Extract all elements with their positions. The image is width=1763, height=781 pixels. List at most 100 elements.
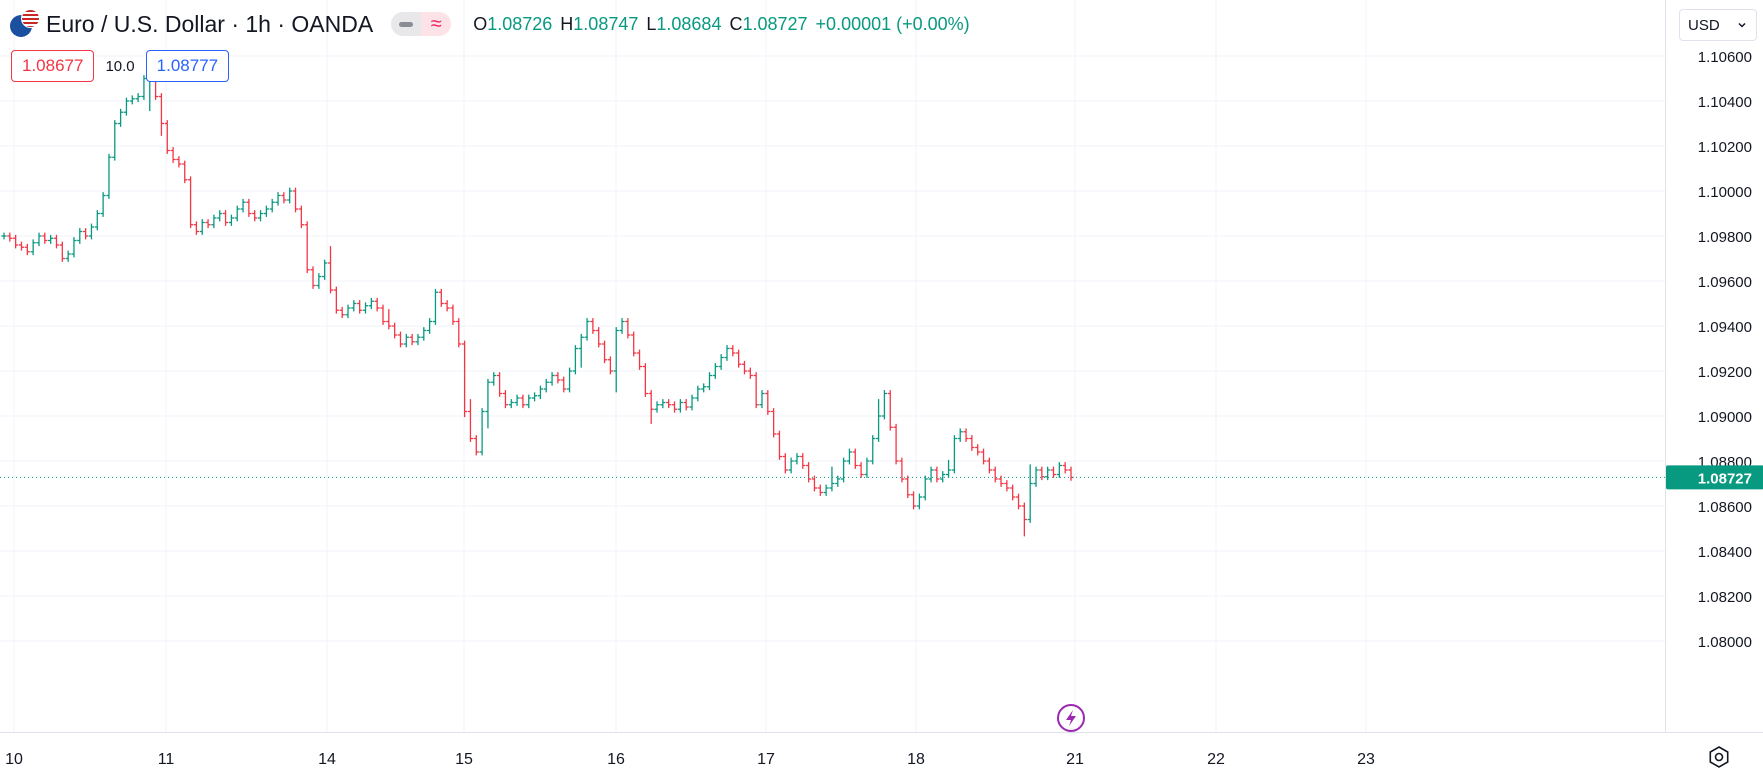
ohlc-bar <box>304 221 310 274</box>
ohlc-bar <box>345 304 351 319</box>
ohlc-bar <box>724 345 730 361</box>
ohlc-bar <box>18 241 25 251</box>
ohlc-bar <box>292 187 299 213</box>
eur-usd-flag-icon <box>10 9 40 39</box>
ohlc-bar <box>444 300 450 312</box>
currency-select[interactable]: USD <box>1679 9 1757 41</box>
ohlc-bar <box>928 466 934 483</box>
ohlc-bar <box>13 234 19 249</box>
lightning-icon <box>1057 704 1085 732</box>
ohlc-bar <box>980 448 987 465</box>
price-tick-label: 1.08600 <box>1698 499 1752 516</box>
ohlc-bar <box>648 390 654 424</box>
ohlc-bar <box>362 302 369 314</box>
ohlc-bar <box>42 232 48 244</box>
approx-icon[interactable]: ≈ <box>421 12 452 36</box>
buy-button[interactable]: 1.08777 <box>145 50 230 82</box>
ohlc-bar <box>1021 502 1027 537</box>
ohlc-bar <box>83 228 89 240</box>
ohlc-bar <box>543 378 549 393</box>
spread-value: 10.0 <box>105 57 135 75</box>
gear-icon[interactable] <box>1705 743 1733 771</box>
ohlc-bar <box>1068 466 1074 481</box>
ohlc-bar <box>829 466 835 492</box>
ohlc-bar <box>537 385 544 400</box>
ohlc-bar <box>753 372 759 409</box>
ohlc-bar <box>619 318 625 334</box>
time-tick-label: 10 <box>5 751 23 768</box>
ohlc-bar <box>940 471 946 483</box>
chevron-down-icon <box>1738 22 1746 28</box>
ohlc-bar <box>1062 462 1068 474</box>
ohlc-bar <box>135 93 141 103</box>
ohlc-bar <box>788 457 794 474</box>
ohlc-bar <box>427 318 433 334</box>
last-price-badge <box>1666 465 1763 490</box>
ohlc-values: O1.08726 H1.08747 L1.08684 C1.08727 +0.00001… <box>473 14 969 35</box>
ohlc-bar <box>59 241 65 262</box>
ohlc-bar <box>269 198 275 213</box>
chart-pane[interactable] <box>0 0 1665 732</box>
ohlc-bar <box>193 221 200 235</box>
ohlc-bar <box>776 430 783 460</box>
ohlc-bar <box>374 297 380 312</box>
ohlc-bar <box>811 475 818 492</box>
time-axis[interactable]: 10 11 14 15 16 17 18 21 22 23 <box>0 732 1763 781</box>
ohlc-bar <box>217 210 223 222</box>
ohlc-bar <box>590 318 596 334</box>
ohlc-bar <box>864 457 870 478</box>
ohlc-bar <box>397 331 404 348</box>
ohlc-bar <box>998 475 1004 487</box>
ohlc-bar <box>794 453 800 465</box>
ohlc-bar <box>660 399 666 409</box>
ohlc-bar <box>683 399 689 411</box>
ohlc-bar <box>327 246 334 294</box>
ohlc-bar <box>969 435 975 451</box>
ohlc-bar <box>520 394 526 409</box>
ohlc-bar <box>94 210 100 231</box>
ohlc-bar <box>24 243 30 256</box>
time-axis-labels: 10 11 14 15 16 17 18 21 22 23 <box>5 751 1375 768</box>
ohlc-bar <box>905 475 911 499</box>
symbol-title[interactable]: Euro / U.S. Dollar · 1h · OANDA <box>46 10 374 37</box>
ohlc-bar <box>234 205 240 222</box>
time-tick-label: 21 <box>1066 751 1084 768</box>
minus-icon[interactable] <box>391 12 422 36</box>
ohlc-bar <box>975 444 981 456</box>
ohlc-bar <box>910 491 917 510</box>
price-axis[interactable]: 1.10600 1.10400 1.10200 1.10000 1.09800 1.096… <box>1665 0 1763 732</box>
ohlc-bar <box>287 187 293 204</box>
ohlc-bar <box>275 192 281 206</box>
low-label: L <box>646 13 657 34</box>
ohlc-bar <box>123 97 130 116</box>
currency-value: USD <box>1688 16 1720 34</box>
ohlc-bar <box>322 259 328 280</box>
price-tick-label: 1.09200 <box>1698 364 1752 381</box>
ohlc-bar <box>222 210 229 226</box>
ohlc-bar <box>654 401 660 413</box>
ohlc-bar <box>706 372 713 391</box>
ohlc-bar <box>502 390 509 409</box>
ohlc-bar <box>1045 466 1051 481</box>
sell-button[interactable]: 1.08677 <box>11 50 95 82</box>
price-tick-label: 1.08200 <box>1698 589 1752 606</box>
ohlc-bar <box>450 304 456 325</box>
ohlc-bar <box>771 408 777 438</box>
price-tick-label: 1.09000 <box>1698 409 1752 426</box>
price-plot[interactable] <box>0 0 1665 732</box>
price-axis-labels: 1.10600 1.10400 1.10200 1.10000 1.09800 1.096… <box>1666 49 1763 651</box>
ohlc-bar <box>572 345 578 375</box>
ohlc-bar <box>106 153 112 199</box>
ohlc-bar <box>479 408 485 456</box>
ohlc-bar <box>631 331 637 357</box>
ohlc-bar <box>456 318 462 348</box>
open-label: O <box>473 13 488 34</box>
ohlc-bar <box>625 318 631 339</box>
ohlc-bar <box>409 333 415 346</box>
ohlc-bar <box>129 95 135 105</box>
ohlc-bar <box>170 147 176 163</box>
price-tick-label: 1.08400 <box>1698 544 1752 561</box>
ohlc-bar <box>380 304 386 325</box>
ohlc-bar <box>71 237 77 258</box>
ohlc-bar <box>211 214 217 229</box>
